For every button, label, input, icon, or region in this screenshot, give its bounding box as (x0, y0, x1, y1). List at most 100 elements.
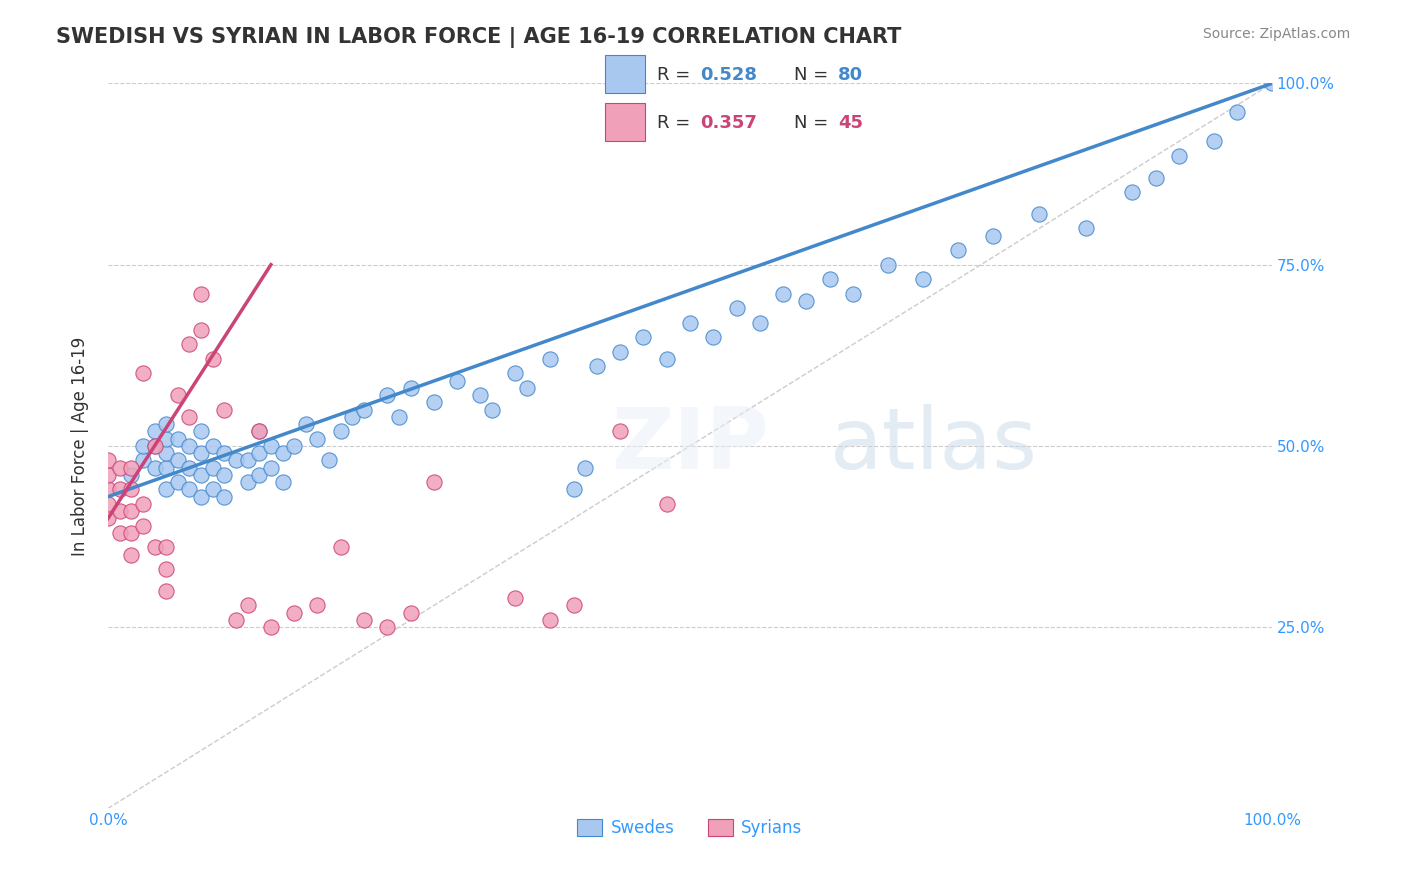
Point (1226, 105, 1249, 120)
Point (120, 467, 142, 482)
Point (97, 497, 120, 511)
Point (236, 599, 259, 613)
Point (329, 541, 352, 555)
Point (295, 417, 318, 432)
Point (190, 425, 212, 439)
Point (155, 562, 177, 576)
Bar (606, 103, 645, 141)
Point (201, 483, 224, 497)
Point (307, 432, 329, 446)
Point (423, 395, 446, 409)
Point (155, 583, 177, 598)
Point (155, 446, 177, 460)
Point (283, 439, 305, 453)
Point (108, 483, 131, 497)
Point (166, 475, 188, 490)
Point (143, 439, 166, 453)
Point (143, 541, 166, 555)
Point (201, 460, 224, 475)
Point (505, 367, 527, 381)
Point (179, 483, 201, 497)
Point (655, 351, 678, 366)
Point (190, 446, 212, 460)
Point (679, 316, 702, 330)
Text: 0.528: 0.528 (700, 66, 756, 84)
Point (585, 359, 607, 374)
Point (375, 388, 398, 402)
Text: R =: R = (657, 114, 696, 132)
Point (143, 439, 166, 453)
Point (155, 541, 177, 555)
Point (283, 606, 305, 620)
Bar (606, 55, 645, 93)
Point (108, 504, 131, 518)
Point (609, 344, 631, 359)
Point (120, 460, 142, 475)
Point (748, 316, 770, 330)
Point (876, 258, 898, 272)
Point (214, 402, 236, 417)
Point (120, 548, 142, 562)
Point (166, 388, 188, 402)
Point (702, 330, 724, 344)
Point (247, 467, 270, 482)
Text: 80: 80 (838, 66, 863, 84)
Point (143, 425, 166, 439)
Point (132, 453, 155, 467)
Point (562, 483, 585, 497)
Point (97, 511, 120, 525)
Point (108, 525, 131, 540)
Point (155, 483, 177, 497)
Point (155, 432, 177, 446)
Point (271, 446, 294, 460)
Point (179, 337, 201, 351)
Point (794, 293, 817, 308)
Point (470, 388, 492, 402)
Point (120, 483, 142, 497)
Point (236, 475, 259, 490)
Point (1261, 77, 1284, 91)
Point (423, 475, 446, 490)
Point (214, 467, 236, 482)
Point (97, 467, 120, 482)
Point (97, 483, 120, 497)
Point (179, 439, 201, 453)
Point (190, 490, 212, 504)
Point (481, 402, 503, 417)
Point (143, 460, 166, 475)
Text: 45: 45 (838, 114, 863, 132)
Point (166, 432, 188, 446)
Legend: Swedes, Syrians: Swedes, Syrians (571, 812, 810, 844)
Point (247, 425, 270, 439)
Point (260, 439, 283, 453)
Point (166, 453, 188, 467)
Point (190, 286, 212, 301)
Text: R =: R = (657, 66, 696, 84)
Point (247, 446, 270, 460)
Point (307, 599, 329, 613)
Point (562, 599, 585, 613)
Text: ZIP: ZIP (612, 404, 769, 487)
Point (911, 272, 934, 286)
Point (375, 620, 398, 634)
Point (574, 460, 596, 475)
Point (201, 351, 224, 366)
Point (225, 453, 247, 467)
Point (1167, 149, 1189, 163)
Point (446, 374, 468, 388)
Text: N =: N = (794, 66, 834, 84)
Point (247, 425, 270, 439)
Point (353, 613, 375, 627)
Point (725, 301, 748, 316)
Point (842, 286, 865, 301)
Point (214, 446, 236, 460)
Point (155, 417, 177, 432)
Text: atlas: atlas (830, 404, 1038, 487)
Point (179, 460, 201, 475)
Point (179, 409, 201, 424)
Point (120, 525, 142, 540)
Point (329, 425, 352, 439)
Point (214, 490, 236, 504)
Point (190, 467, 212, 482)
Point (399, 381, 422, 395)
